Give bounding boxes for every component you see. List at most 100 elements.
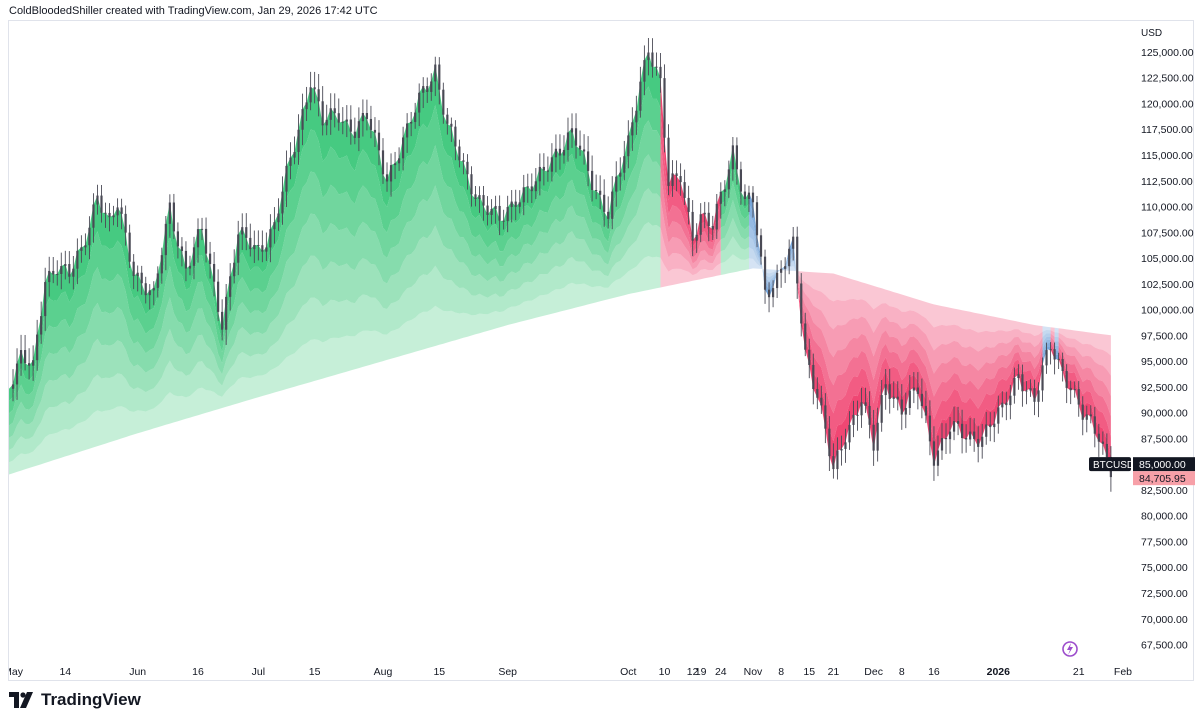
candle-body xyxy=(534,181,537,192)
candle-body xyxy=(212,263,216,282)
candle-body xyxy=(530,186,533,192)
candle-body xyxy=(816,388,819,398)
candle-body xyxy=(1073,389,1076,391)
candle-body xyxy=(418,92,421,113)
candle-body xyxy=(574,128,578,146)
candle-body xyxy=(96,195,99,205)
x-tick-label: 21 xyxy=(1073,666,1085,678)
candle-body xyxy=(904,407,907,415)
y-tick-label: 117,500.00 xyxy=(1141,124,1193,136)
candle-body xyxy=(603,194,606,212)
tradingview-brand: TradingView xyxy=(9,690,141,710)
ribbon-band xyxy=(749,214,798,290)
y-tick-label: 125,000.00 xyxy=(1141,47,1194,59)
ribbon-band xyxy=(749,203,798,294)
candle-body xyxy=(430,81,433,92)
candle-body xyxy=(896,396,899,400)
candle-body xyxy=(164,223,167,256)
candle-body xyxy=(808,349,811,365)
y-tick-label: 87,500.00 xyxy=(1141,433,1188,445)
price-chart[interactable]: USD 125,000.00 122,500.00 120,000.00 117,500… xyxy=(9,21,1195,682)
ribbon-band xyxy=(1058,328,1111,356)
candle-body xyxy=(221,311,224,330)
candle-body xyxy=(32,360,35,366)
candle-body xyxy=(840,448,843,451)
candle-body xyxy=(1065,371,1068,388)
candle-body xyxy=(377,132,381,151)
ribbon-band xyxy=(720,254,749,275)
candle-body xyxy=(393,163,397,166)
candle-body xyxy=(880,395,883,423)
candle-body xyxy=(257,244,260,246)
candle-body xyxy=(36,334,39,361)
candle-body xyxy=(663,78,666,138)
candle-body xyxy=(1105,443,1108,457)
candle-body xyxy=(647,52,650,61)
candle-body xyxy=(124,213,127,233)
lightning-icon[interactable] xyxy=(1062,641,1078,657)
candle-body xyxy=(546,170,549,172)
candles xyxy=(11,38,1112,492)
candle-body xyxy=(1045,350,1048,366)
candle-body xyxy=(44,282,47,317)
candle-body xyxy=(28,363,31,366)
candle-body xyxy=(860,402,863,416)
candle-body xyxy=(277,213,280,223)
candle-body xyxy=(659,66,662,79)
candle-body xyxy=(948,431,952,440)
ribbon-bands xyxy=(9,52,1111,478)
candle-body xyxy=(932,441,936,466)
candle-body xyxy=(973,431,976,439)
candle-body xyxy=(349,119,352,132)
candle-body xyxy=(655,66,658,68)
candle-body xyxy=(562,149,566,156)
candle-body xyxy=(836,450,839,470)
ribbon-band xyxy=(1058,354,1111,478)
candle-body xyxy=(981,436,984,447)
candle-body xyxy=(333,108,336,114)
price-axis[interactable]: USD 125,000.00 122,500.00 120,000.00 117,500… xyxy=(1141,28,1194,652)
candle-body xyxy=(719,191,722,204)
candle-body xyxy=(631,122,634,136)
candle-body xyxy=(305,102,308,110)
x-tick-label: 16 xyxy=(928,666,940,678)
candle-body xyxy=(747,192,751,200)
candle-body xyxy=(68,264,71,277)
candle-body xyxy=(671,173,674,187)
ribbon-band xyxy=(660,197,721,270)
current-price-label: 84,705.95 xyxy=(1139,473,1186,485)
candle-body xyxy=(200,228,204,230)
candle-body xyxy=(784,266,787,269)
y-tick-label: 107,500.00 xyxy=(1141,227,1194,239)
candle-body xyxy=(301,109,304,130)
candle-body xyxy=(1009,395,1012,406)
candle-body xyxy=(196,229,200,248)
x-tick-label: Sep xyxy=(498,666,517,678)
candle-body xyxy=(506,207,509,221)
candle-body xyxy=(856,414,859,416)
candle-body xyxy=(88,227,91,246)
candle-body xyxy=(494,205,497,209)
candle-body xyxy=(406,123,409,138)
ribbon-band xyxy=(720,236,749,264)
candle-body xyxy=(735,145,738,170)
x-tick-label: Feb xyxy=(1114,666,1132,678)
candle-body xyxy=(977,438,980,447)
candle-body xyxy=(176,231,180,247)
candle-body xyxy=(518,202,521,207)
candle-body xyxy=(828,428,831,457)
candle-body xyxy=(844,442,847,449)
candle-body xyxy=(188,265,192,269)
chart-panel[interactable]: USD 125,000.00 122,500.00 120,000.00 117,500… xyxy=(8,20,1195,682)
candle-body xyxy=(695,234,698,241)
candle-body xyxy=(281,191,284,214)
ribbon-band xyxy=(1058,350,1111,457)
ribbon-band xyxy=(1042,333,1051,343)
ribbon-band xyxy=(797,274,1043,374)
candle-body xyxy=(615,176,618,192)
candle-body xyxy=(486,205,489,215)
candle-body xyxy=(900,399,903,415)
ribbon-band xyxy=(720,145,749,210)
x-tick-label: Aug xyxy=(374,666,393,678)
